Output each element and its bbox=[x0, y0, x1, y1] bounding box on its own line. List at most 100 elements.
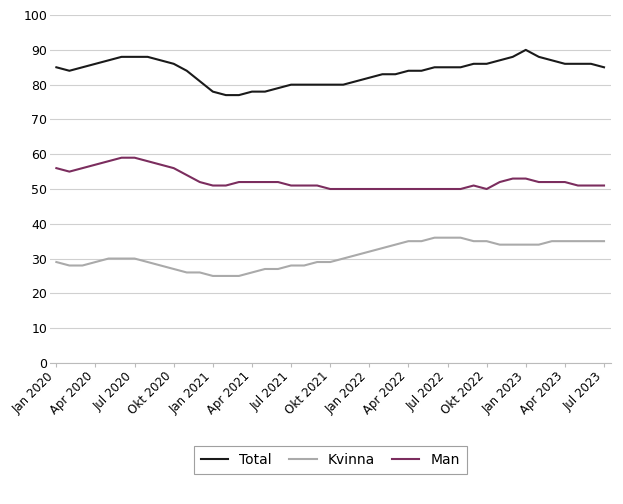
Kvinna bbox=[209, 273, 217, 279]
Man bbox=[183, 172, 191, 178]
Total bbox=[183, 68, 191, 74]
Total bbox=[274, 85, 282, 91]
Kvinna bbox=[548, 238, 556, 244]
Man bbox=[248, 179, 255, 185]
Man bbox=[340, 186, 347, 192]
Total bbox=[353, 78, 360, 84]
Kvinna bbox=[457, 235, 464, 241]
Man bbox=[457, 186, 464, 192]
Total bbox=[601, 65, 608, 71]
Man bbox=[170, 165, 178, 171]
Kvinna bbox=[561, 238, 569, 244]
Kvinna bbox=[430, 235, 438, 241]
Kvinna bbox=[248, 270, 255, 276]
Total bbox=[340, 82, 347, 88]
Total bbox=[470, 61, 477, 67]
Man bbox=[430, 186, 438, 192]
Total bbox=[509, 54, 516, 60]
Man bbox=[326, 186, 334, 192]
Kvinna bbox=[340, 256, 347, 262]
Kvinna bbox=[353, 252, 360, 258]
Total bbox=[535, 54, 543, 60]
Man bbox=[444, 186, 451, 192]
Total bbox=[392, 71, 399, 77]
Man bbox=[144, 158, 151, 164]
Total bbox=[170, 61, 178, 67]
Kvinna bbox=[313, 259, 321, 265]
Kvinna bbox=[157, 263, 164, 269]
Man bbox=[235, 179, 242, 185]
Total bbox=[587, 61, 595, 67]
Total bbox=[131, 54, 138, 60]
Total bbox=[248, 89, 255, 95]
Total bbox=[209, 89, 217, 95]
Total bbox=[379, 71, 386, 77]
Man bbox=[222, 182, 230, 188]
Man bbox=[522, 175, 530, 181]
Kvinna bbox=[144, 259, 151, 265]
Total bbox=[574, 61, 582, 67]
Man bbox=[105, 158, 112, 164]
Total bbox=[65, 68, 73, 74]
Man bbox=[313, 182, 321, 188]
Kvinna bbox=[418, 238, 426, 244]
Kvinna bbox=[379, 245, 386, 251]
Line: Kvinna: Kvinna bbox=[56, 238, 604, 276]
Kvinna bbox=[366, 248, 373, 255]
Total bbox=[118, 54, 125, 60]
Kvinna bbox=[601, 238, 608, 244]
Kvinna bbox=[52, 259, 60, 265]
Man bbox=[392, 186, 399, 192]
Kvinna bbox=[183, 270, 191, 276]
Total bbox=[496, 57, 503, 64]
Total bbox=[157, 57, 164, 64]
Man bbox=[92, 162, 99, 168]
Total bbox=[300, 82, 308, 88]
Kvinna bbox=[470, 238, 477, 244]
Kvinna bbox=[118, 256, 125, 262]
Total bbox=[222, 92, 230, 98]
Kvinna bbox=[65, 263, 73, 269]
Kvinna bbox=[574, 238, 582, 244]
Legend: Total, Kvinna, Man: Total, Kvinna, Man bbox=[194, 447, 467, 474]
Man bbox=[157, 162, 164, 168]
Kvinna bbox=[222, 273, 230, 279]
Man bbox=[574, 182, 582, 188]
Man bbox=[366, 186, 373, 192]
Man bbox=[509, 175, 516, 181]
Man bbox=[353, 186, 360, 192]
Man bbox=[65, 168, 73, 175]
Man bbox=[379, 186, 386, 192]
Total bbox=[366, 75, 373, 81]
Man bbox=[131, 155, 138, 161]
Man bbox=[261, 179, 269, 185]
Man bbox=[196, 179, 204, 185]
Total bbox=[548, 57, 556, 64]
Total bbox=[287, 82, 295, 88]
Kvinna bbox=[235, 273, 242, 279]
Kvinna bbox=[326, 259, 334, 265]
Man bbox=[405, 186, 412, 192]
Kvinna bbox=[300, 263, 308, 269]
Man bbox=[561, 179, 569, 185]
Total bbox=[196, 78, 204, 84]
Total bbox=[313, 82, 321, 88]
Total bbox=[144, 54, 151, 60]
Man bbox=[496, 179, 503, 185]
Man bbox=[78, 165, 86, 171]
Kvinna bbox=[105, 256, 112, 262]
Man bbox=[470, 182, 477, 188]
Total bbox=[326, 82, 334, 88]
Total bbox=[483, 61, 490, 67]
Total bbox=[405, 68, 412, 74]
Kvinna bbox=[287, 263, 295, 269]
Total bbox=[418, 68, 426, 74]
Kvinna bbox=[274, 266, 282, 272]
Kvinna bbox=[92, 259, 99, 265]
Total bbox=[105, 57, 112, 64]
Kvinna bbox=[196, 270, 204, 276]
Kvinna bbox=[170, 266, 178, 272]
Kvinna bbox=[522, 241, 530, 247]
Man bbox=[483, 186, 490, 192]
Line: Total: Total bbox=[56, 50, 604, 95]
